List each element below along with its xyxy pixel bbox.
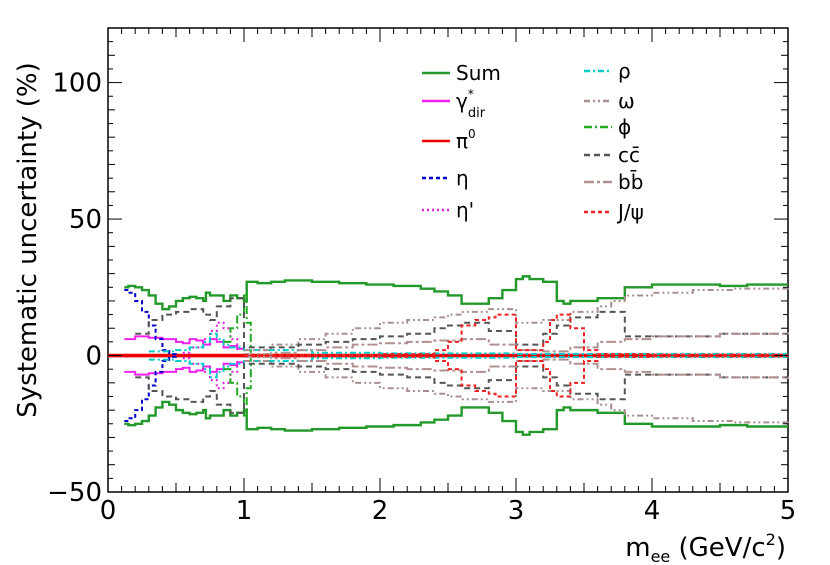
series-line-Sum-lower <box>124 400 788 436</box>
legend-label: Sum <box>456 61 501 85</box>
series-ccbar <box>135 297 788 414</box>
series-line-ccbar-upper <box>135 297 788 349</box>
legend-item-rho: ρ <box>584 59 631 83</box>
legend-item-gamma_dir: γ* dir <box>422 87 486 121</box>
x-tick-label: 5 <box>780 496 797 526</box>
series-omega <box>244 287 789 424</box>
legend-item-Sum: Sum <box>422 61 501 85</box>
series-eta_prime <box>182 321 239 390</box>
series-line-gamma_dir-lower <box>124 360 245 376</box>
legend-label: η <box>456 166 469 190</box>
legend-label: γ* dir <box>456 87 486 121</box>
series-Sum <box>124 275 788 436</box>
tick-layer <box>107 27 789 493</box>
legend-label: ρ <box>618 59 631 83</box>
y-tick-label: −50 <box>47 478 102 508</box>
y-tick-label: 0 <box>85 342 102 372</box>
x-tick-label: 4 <box>644 496 661 526</box>
series-line-omega-upper <box>244 287 789 352</box>
plot-border <box>107 27 789 493</box>
y-tick-label: 50 <box>69 205 102 235</box>
legend-label: ϕ <box>618 115 631 139</box>
series-line-eta_prime-lower <box>182 357 239 390</box>
legend-item-ccbar: cc̄ <box>584 143 640 167</box>
series-line-eta_prime-upper <box>182 321 239 354</box>
x-tick-label: 0 <box>100 496 117 526</box>
y-tick-label: 100 <box>52 69 102 99</box>
x-tick-label: 3 <box>508 496 525 526</box>
legend-label: ω <box>618 89 635 113</box>
legend-item-eta_prime: η' <box>422 198 474 222</box>
series-line-eta-upper <box>124 289 177 356</box>
legend-item-pi0: π0 <box>422 127 476 153</box>
series-line-eta-lower <box>124 355 177 423</box>
series-jpsi <box>244 313 788 398</box>
legend-item-jpsi: J/ψ <box>584 200 644 224</box>
legend-item-phi: ϕ <box>584 115 631 139</box>
series-line-phi-lower <box>223 358 252 417</box>
legend-label: J/ψ <box>616 200 644 224</box>
series-line-ccbar-lower <box>135 362 788 414</box>
series-pi0 <box>108 353 788 358</box>
x-tick-label: 2 <box>372 496 389 526</box>
legend-label: cc̄ <box>618 143 640 167</box>
series-line-gamma_dir-upper <box>124 335 245 351</box>
legend-label: bb̄ <box>618 169 643 194</box>
y-axis-label: Systematic uncertainty (%) <box>13 62 43 417</box>
legend-label: η' <box>456 198 474 222</box>
series-line-Sum-upper <box>124 275 788 311</box>
x-axis-label: mee (GeV/c2) <box>625 530 786 565</box>
series-line-jpsi-upper <box>244 313 788 356</box>
legend-label: π0 <box>456 127 476 153</box>
legend-item-bbbar: bb̄ <box>584 169 643 194</box>
series-line-jpsi-lower <box>244 355 788 398</box>
series-line-phi-upper <box>223 294 252 353</box>
legend-item-omega: ω <box>584 89 635 113</box>
series-line-omega-lower <box>244 359 789 424</box>
x-tick-label: 1 <box>236 496 253 526</box>
legend-item-eta: η <box>422 166 469 190</box>
series-layer <box>108 275 789 436</box>
series-phi <box>223 294 252 417</box>
plot-frame <box>107 27 789 493</box>
